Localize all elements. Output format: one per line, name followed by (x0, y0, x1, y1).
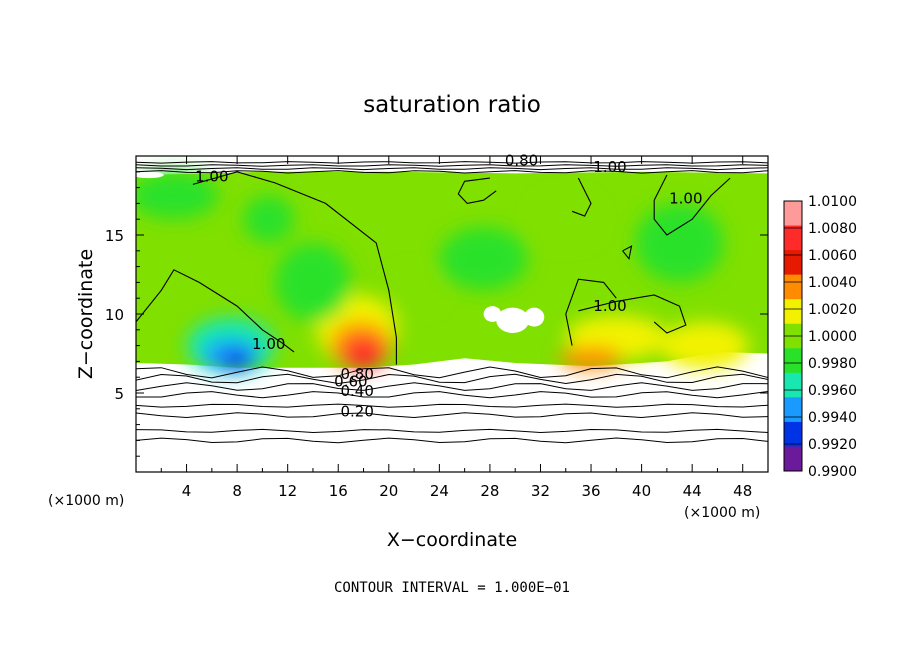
colorbar-label: 1.0040 (808, 275, 857, 291)
field-blob (559, 347, 623, 370)
colorbar-swatch (784, 201, 802, 227)
field-blob (439, 227, 528, 291)
colorbar-swatch (784, 225, 802, 251)
colorbar-label: 0.9960 (808, 383, 857, 399)
x-axis: 4 8 12 16 20 24 28 32 36 40 44 48 (160, 156, 752, 500)
field-gap (483, 306, 502, 322)
contour-line (192, 171, 397, 365)
field-blob (275, 242, 351, 322)
contour-line (457, 177, 497, 204)
field-blob (243, 195, 294, 243)
colorbar-label: 0.9980 (808, 356, 857, 372)
colorbar-label: 0.9920 (808, 437, 857, 453)
x-tick-label: 8 (232, 482, 242, 500)
x-tick-label: 44 (683, 482, 702, 500)
contour-line (136, 403, 768, 408)
contour-line (136, 269, 295, 353)
field-blob (534, 195, 598, 243)
contour-label: 0.80 (505, 151, 538, 169)
field-blob (660, 321, 750, 370)
colorbar-label: 1.0000 (808, 329, 857, 345)
contour-line (136, 366, 768, 379)
colorbar: 1.0100 1.0080 1.0060 1.0040 1.0020 1.0000 0.99… (783, 194, 857, 480)
contour-layer (136, 161, 768, 444)
field-gap (524, 307, 545, 327)
contour-label: 0.40 (340, 382, 373, 400)
contour-line (578, 294, 687, 334)
y-tick-label: 10 (105, 306, 124, 324)
x-tick-label: 28 (480, 482, 499, 500)
x-tick-label: 24 (430, 482, 449, 500)
contour-line (571, 177, 592, 217)
x-tick-label: 4 (182, 482, 192, 500)
field-blob (388, 271, 440, 310)
contour-line (136, 437, 768, 444)
contour-line (136, 391, 768, 399)
colorbar-swatch (784, 446, 802, 472)
x-tick-label: 12 (278, 482, 297, 500)
x-tick-label: 40 (632, 482, 651, 500)
colorbar-swatch (784, 397, 802, 423)
contour-line (136, 428, 768, 434)
colorbar-swatch (784, 274, 802, 300)
colorbar-swatch (784, 250, 802, 276)
contour-label: 1.00 (593, 297, 626, 315)
field-gap (496, 307, 530, 333)
field-blob (343, 337, 384, 370)
contour-label: 0.20 (340, 403, 373, 421)
colorbar-swatch (784, 372, 802, 398)
field-blob (136, 171, 219, 220)
x-tick-label: 20 (379, 482, 398, 500)
colorbar-label: 0.9900 (808, 464, 857, 480)
contour-line (136, 170, 768, 174)
contour-line (136, 412, 768, 419)
x-tick-label: 16 (329, 482, 348, 500)
field-blob (635, 203, 724, 283)
field-anomalies (136, 171, 750, 375)
x-unit-right: (×1000 m) (684, 505, 760, 521)
chart-title: saturation ratio (363, 92, 541, 118)
colorbar-label: 1.0080 (808, 221, 857, 237)
colorbar-swatch (784, 299, 802, 325)
field-blob (221, 351, 253, 371)
contour-line (565, 278, 617, 346)
field-layer (136, 171, 768, 375)
contour-label: 1.00 (593, 158, 626, 176)
contour-label: 0.60 (334, 373, 367, 391)
colorbar-swatch (784, 421, 802, 447)
field-gap (136, 171, 164, 179)
x-axis-label: X−coordinate (387, 529, 517, 551)
contour-line (653, 174, 731, 236)
contour-labels: 1.000.80 1.001.001.001.000.800.600.400.20 (195, 151, 702, 420)
contour-label: 1.00 (252, 335, 285, 353)
contour-label: 0.80 (340, 365, 373, 383)
x-tick-label: 36 (581, 482, 600, 500)
contour-interval-note: CONTOUR INTERVAL = 1.000E−01 (334, 580, 570, 596)
contour-line (136, 164, 768, 167)
x-tick-label: 48 (733, 482, 752, 500)
x-unit-left: (×1000 m) (48, 493, 124, 509)
contour-line (622, 245, 633, 260)
contour-line (136, 373, 768, 385)
y-tick-label: 15 (105, 227, 124, 245)
contour-line (136, 167, 768, 171)
colorbar-label: 1.0100 (808, 194, 857, 210)
y-axis: 5 10 15 (105, 171, 768, 457)
y-tick-label: 5 (114, 385, 124, 403)
colorbar-label: 1.0020 (808, 302, 857, 318)
contour-label: 1.00 (669, 189, 702, 207)
x-tick-label: 32 (531, 482, 550, 500)
contour-label: 1.00 (195, 167, 228, 185)
contour-line (136, 161, 768, 164)
y-axis-label: Z−coordinate (75, 249, 97, 379)
colorbar-label: 0.9940 (808, 410, 857, 426)
contour-line (136, 382, 768, 391)
colorbar-swatch (784, 348, 802, 374)
colorbar-label: 1.0060 (808, 248, 857, 264)
